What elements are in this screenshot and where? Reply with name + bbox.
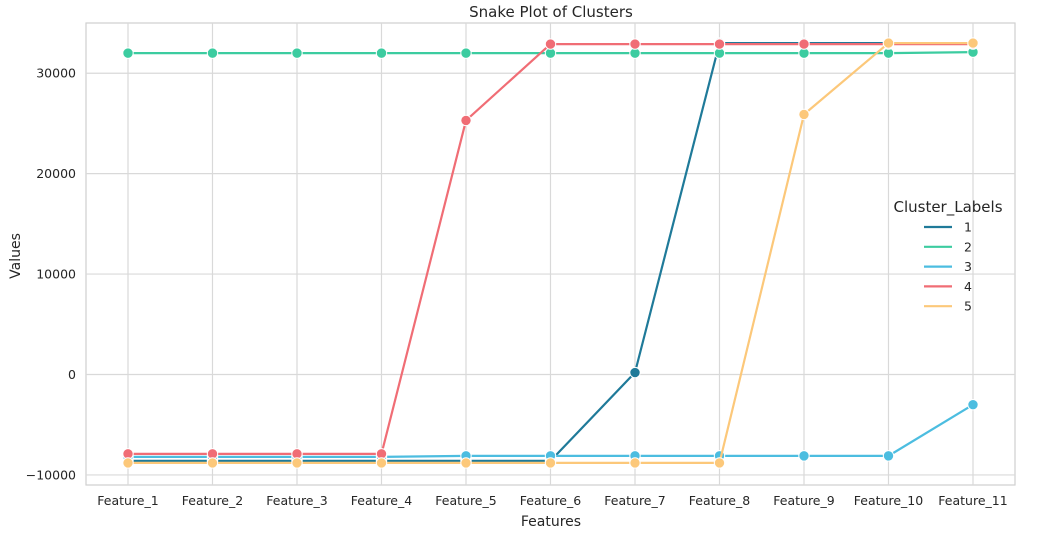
x-tick-label: Feature_3 [266, 493, 327, 508]
legend-item: 2 [924, 239, 972, 254]
x-tick-label: Feature_8 [689, 493, 750, 508]
data-point [798, 38, 810, 50]
x-tick-label: Feature_10 [854, 493, 923, 508]
legend-item: 1 [924, 220, 972, 235]
data-point [206, 47, 219, 59]
data-point [122, 47, 134, 59]
data-point [967, 37, 979, 49]
grid-lines [86, 23, 1015, 485]
data-point [460, 457, 472, 469]
data-point [544, 457, 557, 469]
data-point [882, 37, 895, 49]
series-2 [122, 46, 979, 59]
data-point [882, 450, 895, 462]
data-point [967, 398, 979, 411]
data-point [375, 457, 388, 469]
legend-title: Cluster_Labels [893, 198, 1002, 217]
data-point [291, 457, 303, 469]
y-tick-label: 10000 [36, 267, 76, 282]
x-tick-label: Feature_9 [773, 493, 834, 508]
series-5 [122, 37, 979, 469]
data-point [713, 38, 726, 50]
legend-label: 5 [964, 299, 972, 314]
y-tick-label: 20000 [36, 166, 76, 181]
x-tick-label: Feature_2 [182, 493, 243, 508]
legend-item: 5 [924, 299, 972, 314]
data-point [375, 47, 388, 59]
data-point [122, 457, 134, 469]
series-4 [122, 38, 979, 460]
x-tick-label: Feature_4 [351, 493, 412, 508]
data-point [460, 114, 472, 127]
x-tick-label: Feature_6 [520, 493, 581, 508]
tick-labels: Feature_1 Feature_2 Feature_3 Feature_4 Feat… [26, 66, 1008, 508]
x-tick-label: Feature_7 [604, 493, 665, 508]
legend: Cluster_Labels 1 2 3 4 5 [893, 198, 1002, 314]
x-tick-label: Feature_1 [97, 493, 158, 508]
data-point [206, 457, 219, 469]
data-point [713, 457, 726, 469]
y-tick-label: 0 [68, 367, 76, 382]
data-point [629, 366, 641, 379]
data-point [460, 47, 472, 59]
chart-title: Snake Plot of Clusters [469, 3, 633, 21]
data-point [798, 450, 810, 462]
legend-label: 2 [964, 239, 972, 254]
x-tick-label: Feature_11 [938, 493, 1007, 508]
data-point [629, 38, 641, 50]
data-point [629, 457, 641, 469]
legend-label: 4 [964, 279, 972, 294]
legend-label: 3 [964, 259, 972, 274]
y-axis-title: Values [8, 233, 24, 279]
y-tick-label: −10000 [26, 467, 76, 482]
data-point [544, 38, 557, 50]
x-tick-label: Feature_5 [435, 493, 496, 508]
x-axis-title: Features [521, 514, 581, 530]
legend-label: 1 [964, 220, 972, 235]
legend-item: 3 [924, 259, 972, 274]
legend-item: 4 [924, 279, 972, 294]
series-lines [122, 37, 979, 469]
data-point [291, 47, 303, 59]
y-tick-label: 30000 [36, 66, 76, 81]
data-point [798, 108, 810, 121]
